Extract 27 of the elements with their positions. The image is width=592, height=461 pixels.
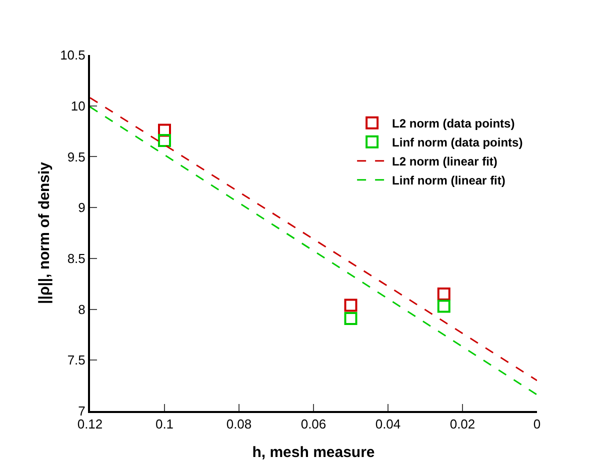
y-tick-label: 9 (78, 200, 86, 216)
y-tick-label: 9.5 (67, 149, 86, 164)
y-tick-label: 8.5 (67, 250, 86, 266)
point (344, 298, 358, 312)
legend-label: Linf norm (linear fit) (392, 174, 506, 188)
x-tick-label: 0.02 (450, 416, 476, 432)
legend-label: L2 norm (data points) (392, 116, 515, 131)
x-tick-label: 0.08 (226, 416, 252, 432)
y-axis-title: ||ρ||, norm of densiy (36, 161, 53, 304)
point (158, 134, 171, 147)
x-tick-label: 0.06 (300, 416, 326, 432)
x-axis-title: h, mesh measure (252, 444, 375, 461)
y-tick-label: 10 (70, 98, 86, 114)
x-tick-label: 0 (533, 416, 541, 432)
point (158, 124, 171, 137)
legend-label: L2 norm (linear fit) (392, 154, 498, 169)
x-tick-label: 0.04 (375, 416, 401, 432)
x-tick-label: 0.1 (155, 416, 174, 432)
y-tick-label: 7 (78, 404, 86, 419)
y-tick-label: 7.5 (67, 352, 86, 368)
point (344, 312, 358, 325)
y-tick-label: 10.5 (60, 48, 86, 63)
legend-label: Linf norm (data points) (392, 136, 523, 150)
y-tick-label: 8 (78, 302, 86, 317)
point (437, 288, 450, 301)
x-tick-label: 0.12 (77, 416, 103, 432)
point (437, 300, 450, 313)
